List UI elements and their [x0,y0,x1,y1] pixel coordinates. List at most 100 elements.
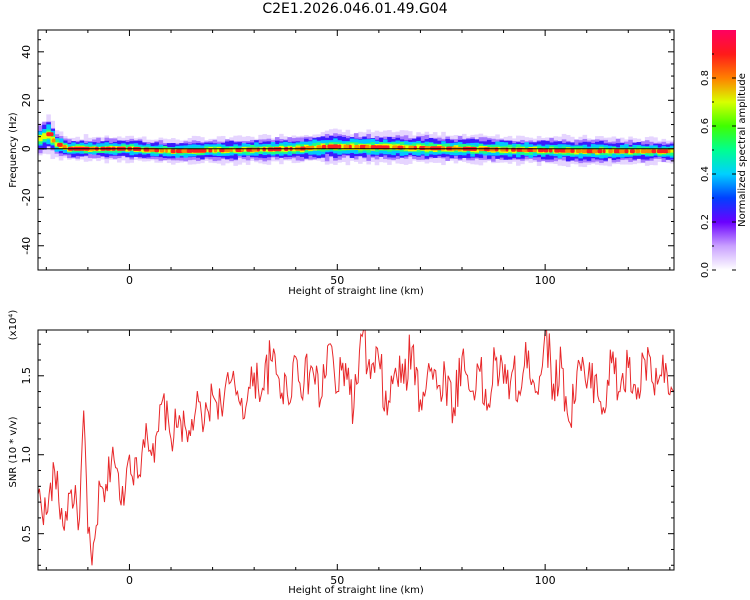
spectrogram-y-tick-label: 40 [20,45,33,59]
heatmap-cell [669,147,674,153]
heatmap-peak-cell [370,145,377,150]
heatmap-peak-cell [570,148,575,153]
heatmap-peak-cell [343,144,351,149]
heatmap-cell [42,133,47,140]
heatmap-peak-cell [267,147,274,152]
heatmap-cell [54,142,60,147]
spectrogram-ticks: 0 50 100 -40 -20 0 20 40 [20,30,674,287]
heatmap-peak-cell [46,132,54,137]
heatmap-peak-cell [640,149,647,154]
heatmap-peak-cell [138,147,142,152]
colorbar-tick-label: 0.4 [700,166,711,182]
colorbar-tick-label: 0.2 [700,214,711,230]
spectrogram-y-tick-label: -20 [20,188,33,206]
heatmap-peak-cell [597,149,603,154]
heatmap-cell [349,143,355,150]
colorbar-tick-label: 0.6 [700,118,711,134]
heatmap-peak-cell [143,147,150,152]
spectrogram-x-tick-label: 100 [535,274,556,287]
heatmap-peak-cell [165,148,168,153]
heatmap-peak-cell [629,149,635,154]
spectrogram-y-tick-label: 20 [20,93,33,107]
heatmap-peak-cell [602,149,606,154]
heatmap-peak-cell [332,144,339,149]
snr-x-tick-label: 0 [126,574,133,587]
heatmap-cell [258,147,263,152]
spectrogram-y-label: Frequency (Hz) [8,112,19,188]
heatmap-peak-cell [554,148,561,153]
heatmap-cell [162,147,168,153]
spectrogram-heatmap [38,114,674,168]
heatmap-peak-cell [159,148,165,153]
heatmap-cell [204,147,209,152]
heatmap-cell [216,147,222,152]
heatmap-peak-cell [548,148,553,153]
heatmap-cell [507,147,513,153]
heatmap-cell [603,148,608,154]
snr-ticks: 0 50 100 0.5 1.0 1.5 [20,330,674,587]
heatmap-peak-cell [608,149,613,154]
heatmap-peak-cell [592,149,598,154]
heatmap-peak-cell [354,144,360,149]
heatmap-peak-cell [203,148,207,153]
snr-frame [37,329,675,571]
heatmap-peak-cell [575,149,582,154]
heatmap-peak-cell [375,145,384,150]
heatmap-peak-cell [646,149,653,154]
heatmap-peak-cell [413,145,417,150]
spectrogram-x-tick-label: 0 [126,274,133,287]
snr-y-label: SNR (10 * v/v) [8,416,19,487]
snr-x-tick-label: 50 [330,574,344,587]
heatmap-peak-cell [62,145,67,150]
heatmap-cell [38,135,43,142]
heatmap-peak-cell [613,149,622,154]
heatmap-peak-cell [170,149,176,154]
heatmap-peak-cell [624,149,629,154]
spectrogram-x-tick-label: 50 [330,274,344,287]
spectrogram-y-tick-label: 0 [20,145,33,152]
spectrogram-frame [37,29,675,271]
heatmap-peak-cell [656,149,664,154]
heatmap-peak-cell [667,149,671,154]
spectrogram-panel: 0 50 100 -40 -20 0 20 40 Height of straight lin… [8,29,675,297]
page-title: C2E1.2026.046.01.49.G04 [262,1,448,17]
colorbar-label: Normalized spectral amplitude [737,73,748,227]
heatmap-peak-cell [57,142,63,147]
snr-x-label: Height of straight line (km) [288,585,424,596]
colorbar-tick-label: 0.0 [700,262,711,278]
heatmap-peak-cell [424,146,431,151]
colorbar-ticks: 0.0 0.2 0.4 0.6 0.8 [700,53,736,278]
heatmap-peak-cell [365,145,370,150]
spectrogram-x-label: Height of straight line (km) [288,286,424,297]
spectrogram-y-tick-label: -40 [20,237,33,255]
heatmap-cell [166,147,172,153]
colorbar-tick-label: 0.8 [700,70,711,86]
heatmap-peak-cell [662,149,669,154]
heatmap-peak-cell [186,148,193,153]
heatmap-peak-cell [51,138,56,143]
heatmap-peak-cell [651,149,657,154]
heatmap-peak-cell [505,147,509,152]
heatmap-cell [416,144,421,151]
heatmap-peak-cell [321,144,327,149]
heatmap-cell [324,145,330,150]
heatmap-cell [403,145,409,151]
heatmap-peak-cell [619,149,626,154]
snr-scale-label: (x10⁴) [8,310,19,341]
snr-line [38,330,674,566]
heatmap-peak-cell [262,147,266,152]
colorbar-gradient [712,30,736,270]
heatmap-peak-cell [316,145,322,150]
snr-x-tick-label: 100 [535,574,556,587]
heatmap-peak-cell [635,149,641,154]
heatmap-peak-cell [213,148,218,153]
heatmap-peak-cell [348,144,352,149]
colorbar: 0.0 0.2 0.4 0.6 0.8 Normalized spectral ampl… [700,30,748,278]
heatmap-peak-cell [543,148,549,153]
snr-panel: 0 50 100 0.5 1.0 1.5 Height of straight line … [8,310,675,596]
heatmap-peak-cell [338,144,342,149]
heatmap-peak-cell [208,148,213,153]
heatmap-peak-cell [257,147,260,152]
snr-y-tick-label: 1.0 [20,446,33,464]
